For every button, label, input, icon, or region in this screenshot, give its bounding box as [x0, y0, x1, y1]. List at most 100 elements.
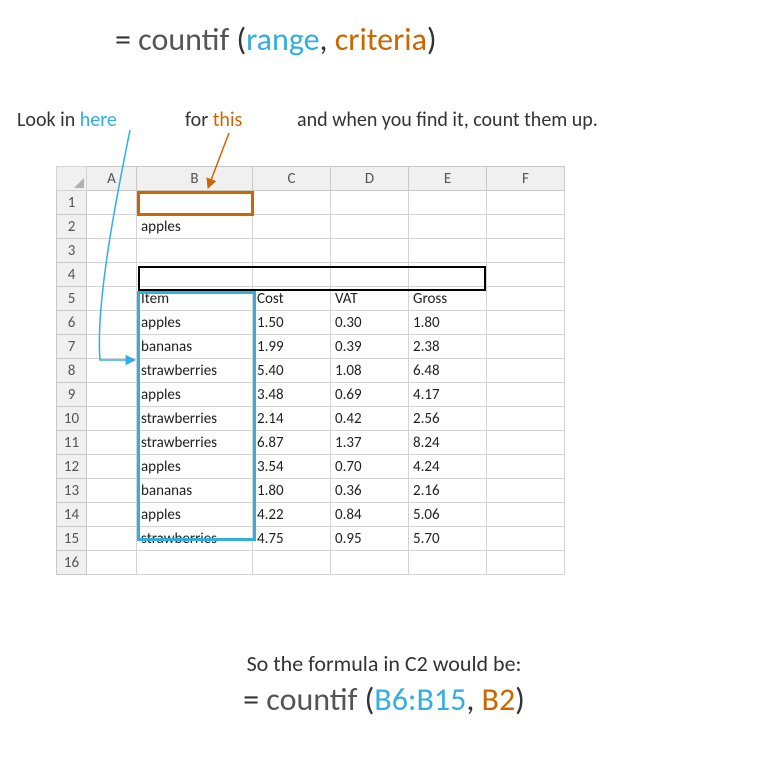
cell-vat[interactable]: 0.42 — [331, 407, 409, 431]
row-header[interactable]: 8 — [57, 359, 87, 383]
row-header[interactable]: 10 — [57, 407, 87, 431]
row-header[interactable]: 7 — [57, 335, 87, 359]
cell[interactable] — [87, 551, 137, 575]
row-header[interactable]: 5 — [57, 287, 87, 311]
cell[interactable] — [487, 455, 565, 479]
cell-vat[interactable]: 1.37 — [331, 431, 409, 455]
select-all-corner[interactable] — [57, 167, 87, 191]
cell[interactable] — [87, 191, 137, 215]
cell-cost[interactable]: 1.99 — [253, 335, 331, 359]
cell-cost[interactable]: 1.50 — [253, 311, 331, 335]
row-header[interactable]: 6 — [57, 311, 87, 335]
cell[interactable] — [409, 263, 487, 287]
row-header[interactable]: 16 — [57, 551, 87, 575]
cell[interactable] — [87, 311, 137, 335]
cell[interactable] — [487, 527, 565, 551]
col-header-f[interactable]: F — [487, 167, 565, 191]
cell[interactable] — [409, 551, 487, 575]
cell-gross[interactable]: 1.80 — [409, 311, 487, 335]
cell[interactable] — [409, 239, 487, 263]
cell[interactable] — [137, 263, 253, 287]
cell[interactable] — [87, 383, 137, 407]
cell-item[interactable]: apples — [137, 503, 253, 527]
cell-item[interactable]: apples — [137, 383, 253, 407]
cell[interactable] — [253, 215, 331, 239]
cell[interactable] — [331, 263, 409, 287]
cell[interactable] — [487, 263, 565, 287]
cell-cost[interactable]: 4.22 — [253, 503, 331, 527]
cell[interactable] — [253, 263, 331, 287]
row-header[interactable]: 12 — [57, 455, 87, 479]
cell-item[interactable]: bananas — [137, 479, 253, 503]
cell-gross[interactable]: 5.06 — [409, 503, 487, 527]
cell[interactable] — [137, 551, 253, 575]
row-header[interactable]: 2 — [57, 215, 87, 239]
cell-header-item[interactable]: Item — [137, 287, 253, 311]
cell[interactable] — [487, 407, 565, 431]
cell-vat[interactable]: 0.36 — [331, 479, 409, 503]
row-header[interactable]: 15 — [57, 527, 87, 551]
cell-vat[interactable]: 0.70 — [331, 455, 409, 479]
cell[interactable] — [487, 551, 565, 575]
cell-header-cost[interactable]: Cost — [253, 287, 331, 311]
row-header[interactable]: 3 — [57, 239, 87, 263]
row-header[interactable]: 4 — [57, 263, 87, 287]
cell-gross[interactable]: 5.70 — [409, 527, 487, 551]
cell[interactable] — [87, 239, 137, 263]
cell-cost[interactable]: 3.54 — [253, 455, 331, 479]
cell-gross[interactable]: 4.24 — [409, 455, 487, 479]
cell[interactable] — [331, 239, 409, 263]
cell-cost[interactable]: 4.75 — [253, 527, 331, 551]
cell[interactable] — [253, 239, 331, 263]
cell-item[interactable]: strawberries — [137, 431, 253, 455]
cell[interactable] — [487, 287, 565, 311]
row-header[interactable]: 1 — [57, 191, 87, 215]
cell[interactable] — [487, 215, 565, 239]
cell[interactable] — [487, 359, 565, 383]
cell-criteria[interactable]: apples — [137, 215, 253, 239]
cell[interactable] — [137, 191, 253, 215]
cell[interactable] — [87, 359, 137, 383]
cell[interactable] — [409, 191, 487, 215]
cell-gross[interactable]: 2.16 — [409, 479, 487, 503]
row-header[interactable]: 9 — [57, 383, 87, 407]
row-header[interactable]: 14 — [57, 503, 87, 527]
cell[interactable] — [137, 239, 253, 263]
cell-vat[interactable]: 0.84 — [331, 503, 409, 527]
cell-item[interactable]: bananas — [137, 335, 253, 359]
cell-item[interactable]: apples — [137, 455, 253, 479]
cell[interactable] — [487, 383, 565, 407]
cell[interactable] — [87, 407, 137, 431]
cell[interactable] — [331, 215, 409, 239]
cell-item[interactable]: apples — [137, 311, 253, 335]
cell[interactable] — [87, 479, 137, 503]
cell-gross[interactable]: 8.24 — [409, 431, 487, 455]
col-header-c[interactable]: C — [253, 167, 331, 191]
cell-gross[interactable]: 2.56 — [409, 407, 487, 431]
cell[interactable] — [487, 239, 565, 263]
cell[interactable] — [487, 503, 565, 527]
col-header-d[interactable]: D — [331, 167, 409, 191]
cell-cost[interactable]: 1.80 — [253, 479, 331, 503]
col-header-e[interactable]: E — [409, 167, 487, 191]
cell-item[interactable]: strawberries — [137, 527, 253, 551]
cell[interactable] — [87, 455, 137, 479]
cell-header-gross[interactable]: Gross — [409, 287, 487, 311]
cell[interactable] — [87, 263, 137, 287]
cell-cost[interactable]: 6.87 — [253, 431, 331, 455]
row-header[interactable]: 11 — [57, 431, 87, 455]
cell-item[interactable]: strawberries — [137, 407, 253, 431]
cell[interactable] — [87, 215, 137, 239]
cell[interactable] — [253, 191, 331, 215]
cell-gross[interactable]: 2.38 — [409, 335, 487, 359]
cell[interactable] — [87, 335, 137, 359]
cell[interactable] — [87, 503, 137, 527]
col-header-a[interactable]: A — [87, 167, 137, 191]
cell-cost[interactable]: 3.48 — [253, 383, 331, 407]
cell-vat[interactable]: 0.69 — [331, 383, 409, 407]
cell-item[interactable]: strawberries — [137, 359, 253, 383]
cell[interactable] — [487, 311, 565, 335]
cell[interactable] — [487, 191, 565, 215]
cell[interactable] — [487, 479, 565, 503]
cell[interactable] — [331, 551, 409, 575]
